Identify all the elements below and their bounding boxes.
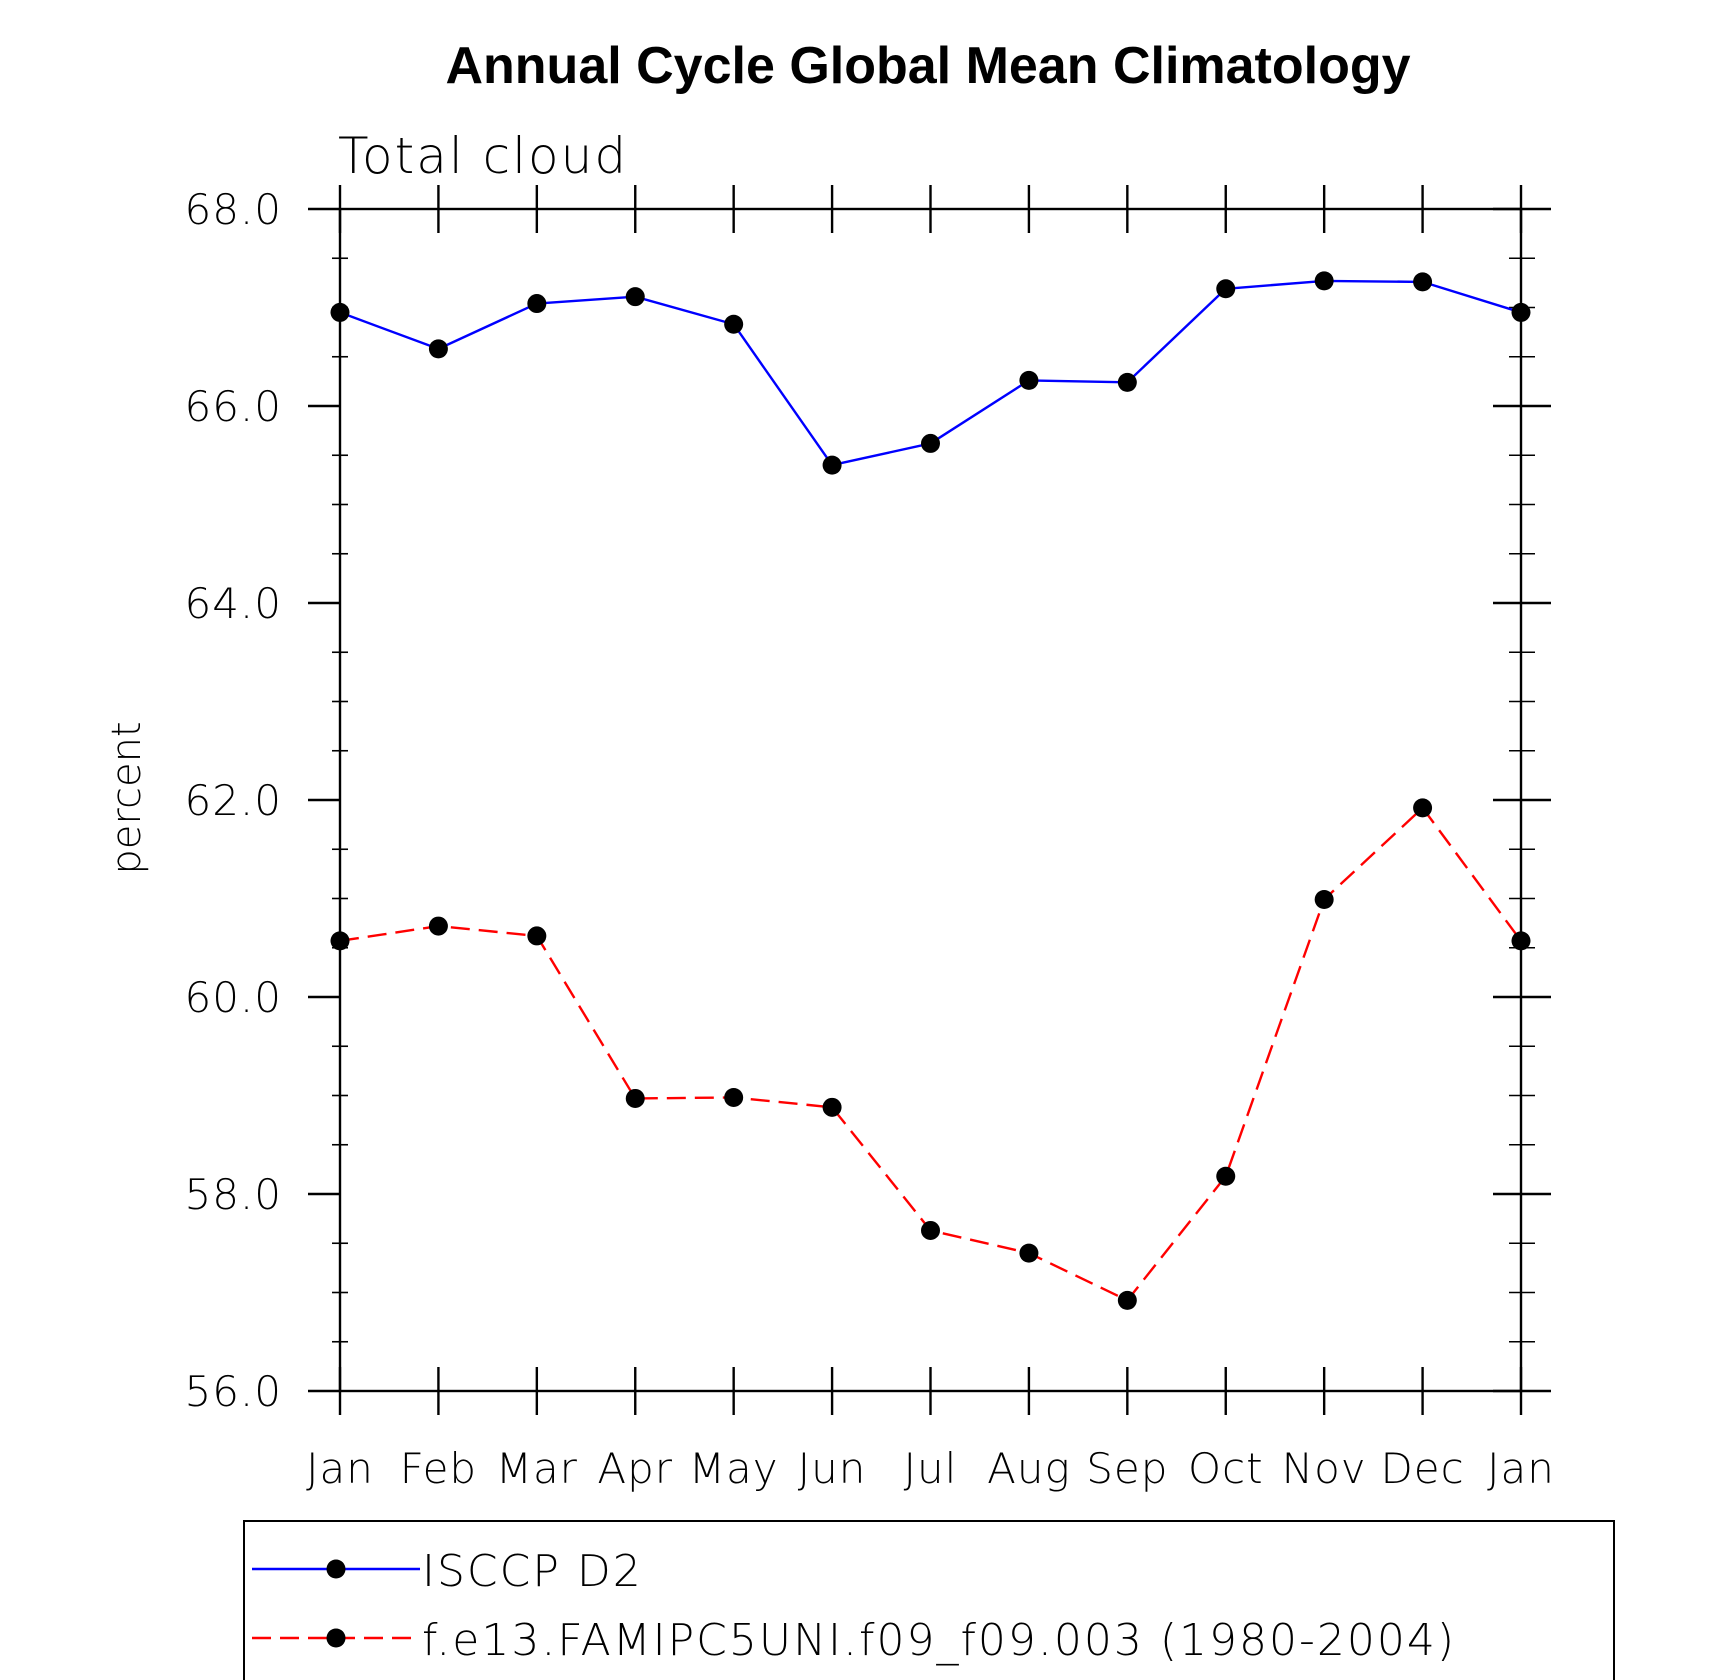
data-point (625, 287, 645, 307)
chart-title: Annual Cycle Global Mean Climatology (445, 37, 1410, 95)
y-tick-label: 64.0 (184, 579, 282, 628)
chart-subtitle: Total cloud (338, 127, 628, 185)
data-point (724, 314, 744, 334)
data-point (1019, 1243, 1039, 1263)
data-point (1511, 302, 1531, 322)
x-tick-label: Jul (904, 1444, 958, 1493)
x-tick-label: Jun (798, 1444, 867, 1493)
y-tick-label: 60.0 (184, 973, 282, 1022)
data-point (1413, 798, 1433, 818)
legend-label-model: f.e13.FAMIPC5UNI.f09_f09.003 (1980-2004) (422, 1615, 1456, 1666)
plot-frame (338, 207, 1523, 1393)
data-point (1117, 372, 1137, 392)
data-point (822, 455, 842, 475)
data-point (527, 926, 547, 946)
axes: Jan Feb Mar Apr May Jun Jul Aug Sep Oct Nov Dec Jan 5… (184, 185, 1554, 1493)
data-point (625, 1088, 645, 1108)
data-point (921, 433, 940, 453)
series-layer (330, 271, 1531, 1310)
y-tick-label: 56.0 (184, 1367, 282, 1416)
legend: ISCCP D2 f.e13.FAMIPC5UNI.f09_f09.003 (1… (243, 1520, 1615, 1680)
x-tick-label: Jan (1487, 1444, 1555, 1493)
x-tick-label: Sep (1086, 1444, 1168, 1493)
data-point (428, 339, 448, 359)
data-point (1511, 931, 1531, 951)
y-tick-label: 68.0 (184, 185, 282, 234)
x-tick-label: Aug (987, 1444, 1071, 1493)
legend-label-isccp: ISCCP D2 (422, 1546, 643, 1597)
x-tick-label: Apr (597, 1444, 673, 1493)
y-tick-label: 58.0 (184, 1170, 282, 1219)
data-point (1314, 271, 1334, 291)
data-point (1117, 1290, 1137, 1310)
data-point (1314, 889, 1334, 909)
x-tick-label: Oct (1188, 1444, 1264, 1493)
legend-box (243, 1520, 1615, 1680)
x-tick-label: May (689, 1444, 779, 1493)
data-point (822, 1097, 842, 1117)
data-point (330, 302, 350, 322)
data-point (428, 916, 448, 936)
x-tick-label: Feb (400, 1444, 477, 1493)
x-tick-label: Nov (1282, 1444, 1367, 1493)
data-point (527, 294, 547, 314)
y-tick-label: 62.0 (184, 776, 282, 825)
data-point (1019, 370, 1039, 390)
y-tick-label: 66.0 (184, 382, 282, 431)
x-tick-label: Mar (496, 1444, 578, 1493)
data-point (1216, 279, 1236, 299)
x-tick-label: Dec (1380, 1444, 1464, 1493)
data-point (1216, 1166, 1236, 1186)
data-point (330, 931, 350, 951)
data-point (1413, 272, 1433, 292)
x-tick-label: Jan (306, 1444, 374, 1493)
data-point (724, 1087, 744, 1107)
legend-marker-isccp (326, 1559, 346, 1579)
legend-marker-model (326, 1628, 346, 1648)
data-point (921, 1220, 940, 1240)
y-axis-label: percent (104, 721, 150, 874)
